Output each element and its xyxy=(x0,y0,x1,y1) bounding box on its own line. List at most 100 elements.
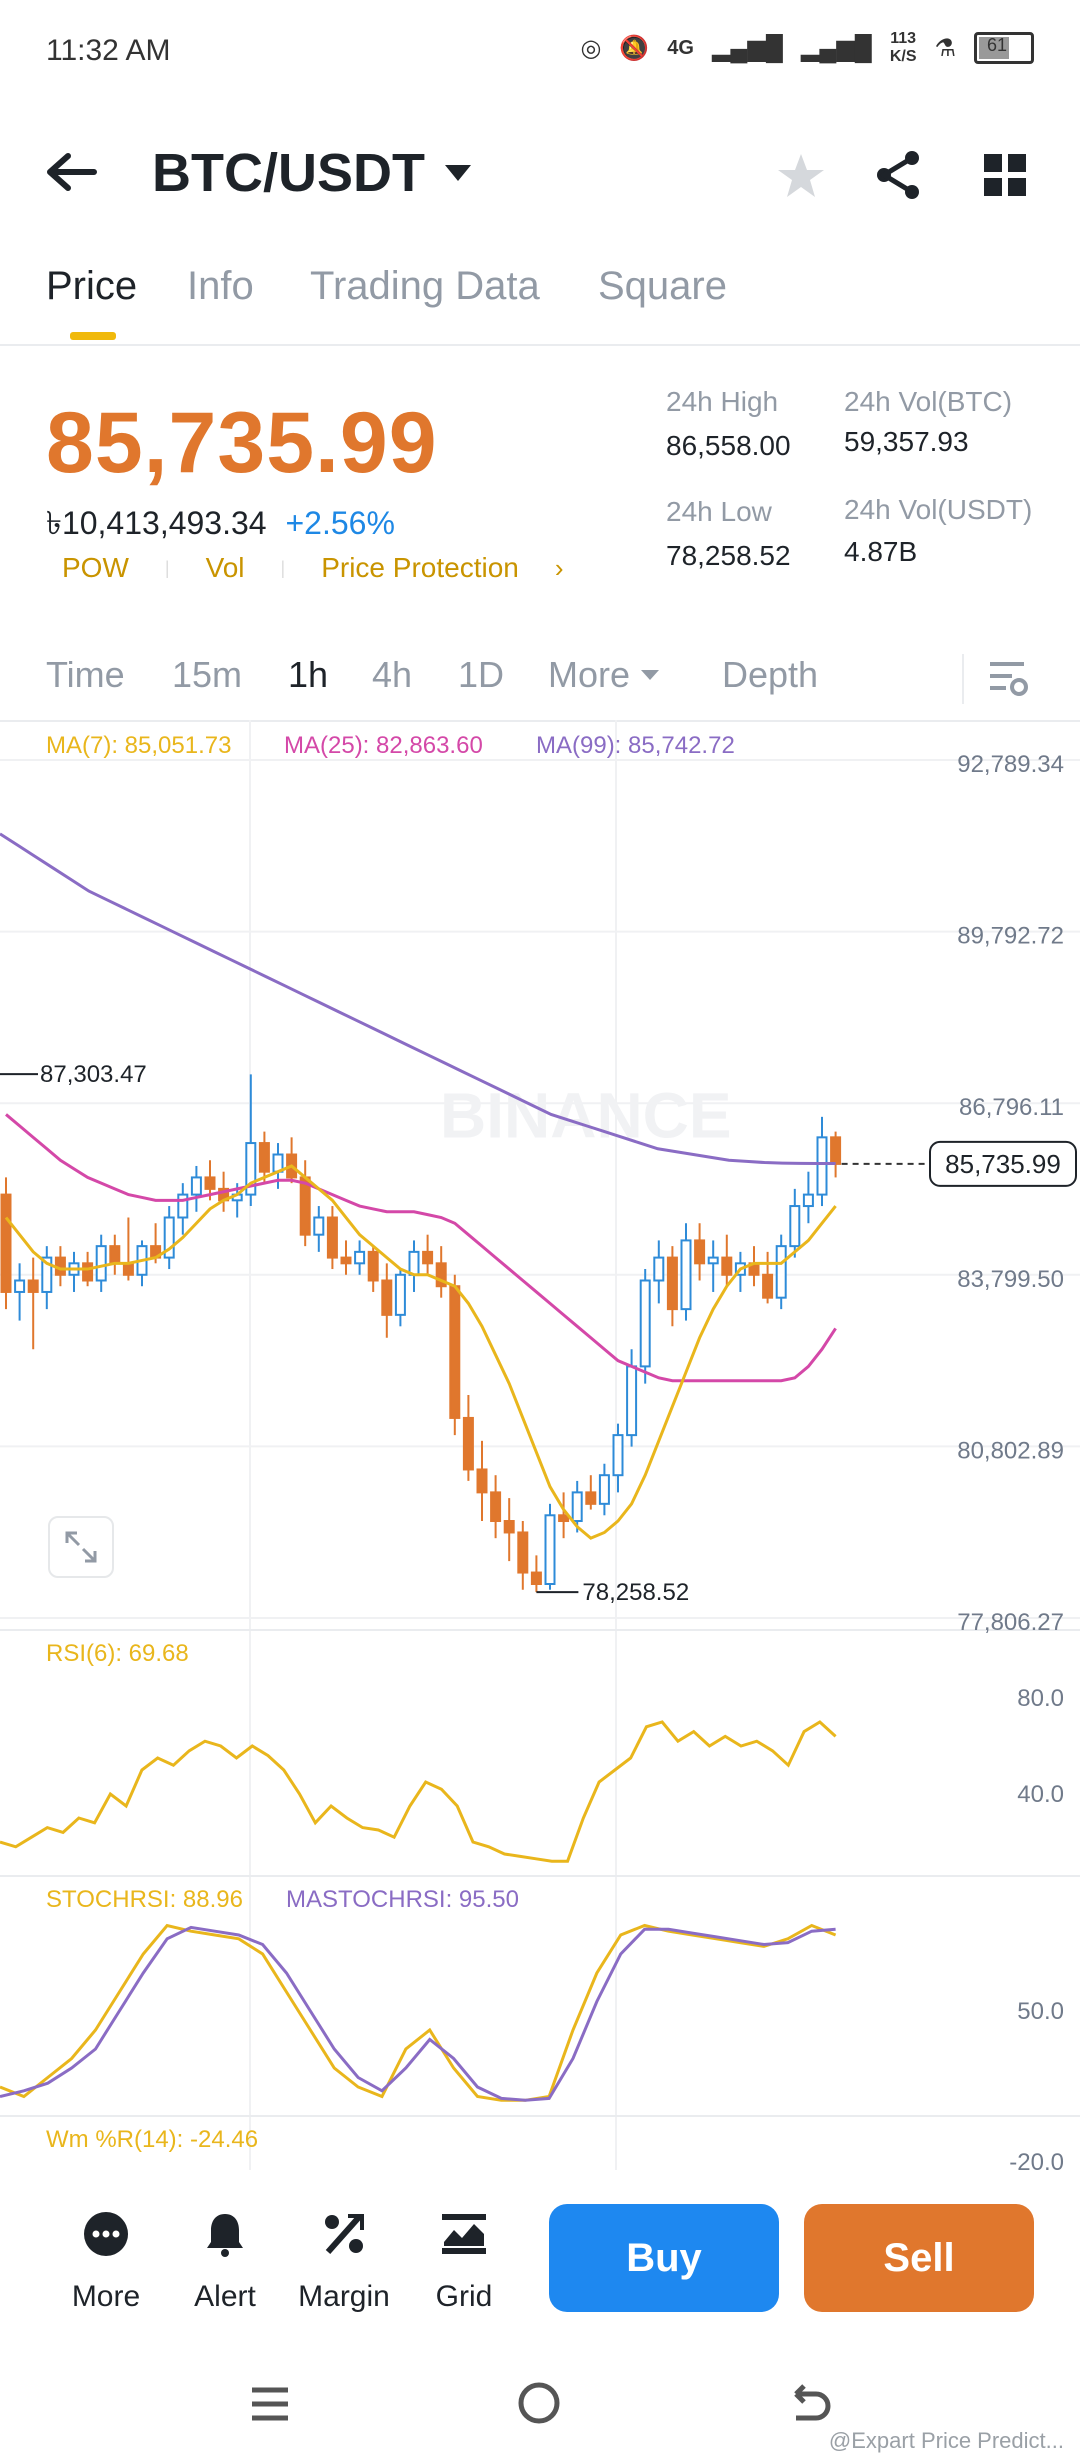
header: BTC/USDT xyxy=(0,110,1080,240)
candle-body xyxy=(0,1193,12,1293)
pair-selector[interactable]: BTC/USDT xyxy=(152,142,473,204)
tab-square[interactable]: Square xyxy=(598,264,727,308)
interval-time[interactable]: Time xyxy=(46,654,125,695)
tag-pow[interactable]: POW xyxy=(62,552,129,583)
candle-body xyxy=(585,1491,597,1505)
candle-body xyxy=(190,1176,202,1196)
expand-icon xyxy=(65,1531,97,1563)
rsi-tick-label: 80.0 xyxy=(1017,1685,1064,1712)
pair-name: BTC/USDT xyxy=(152,143,425,203)
net-speed: 113 K/S xyxy=(890,30,917,66)
flask-icon: ⚗ xyxy=(934,34,956,62)
grid-button[interactable]: Grid xyxy=(414,2210,514,2314)
candle-body xyxy=(245,1142,257,1196)
mastochrsi-label: MASTOCHRSI: 95.50 xyxy=(286,1886,519,1913)
more-button[interactable]: More xyxy=(56,2210,156,2314)
candle-body xyxy=(27,1279,39,1293)
y-tick-label: 80,802.89 xyxy=(957,1437,1064,1464)
interval-depth[interactable]: Depth xyxy=(722,654,819,695)
tag-divider: | xyxy=(164,557,170,578)
high-marker-label: 87,303.47 xyxy=(40,1061,147,1088)
interval-more[interactable]: More xyxy=(548,654,660,696)
caret-down-icon xyxy=(444,165,471,181)
vol-usdt-label: 24h Vol(USDT) xyxy=(844,494,1033,525)
sell-button[interactable]: Sell xyxy=(804,2204,1034,2312)
vol-btc-value: 59,357.93 xyxy=(844,426,969,457)
mastochrsi-line xyxy=(0,1925,836,2102)
grid-bot-icon xyxy=(442,2214,486,2254)
interval-4h[interactable]: 4h xyxy=(372,654,413,695)
candle-body xyxy=(680,1239,692,1311)
candle-body xyxy=(721,1256,733,1276)
y-tick-label: 86,796.11 xyxy=(959,1094,1064,1121)
ma7-label: MA(7): 85,051.73 xyxy=(46,732,232,759)
tab-trading-data[interactable]: Trading Data xyxy=(310,264,540,308)
fiat-price: ৳10,413,493.34 xyxy=(46,505,267,541)
chart-settings-icon[interactable] xyxy=(988,660,1028,698)
share-icon[interactable] xyxy=(874,150,924,200)
y-tick-label: 92,789.34 xyxy=(957,751,1064,778)
alert-button[interactable]: Alert xyxy=(175,2210,275,2314)
margin-label: Margin xyxy=(298,2280,390,2313)
candle-body xyxy=(177,1193,189,1219)
candle-body xyxy=(558,1514,570,1523)
fiat-price-row: ৳10,413,493.34 +2.56% xyxy=(46,498,395,552)
candle-body xyxy=(476,1468,488,1494)
back-icon[interactable] xyxy=(786,2380,832,2426)
ma99-label: MA(99): 85,742.72 xyxy=(536,732,735,759)
status-icons: ◎ 🔕 4G ▂▄▆█ ▂▄▆█ 113 K/S ⚗ 61 xyxy=(580,30,1034,66)
high-value: 86,558.00 xyxy=(666,430,791,461)
rsi-label: RSI(6): 69.68 xyxy=(46,1640,189,1667)
candle-body xyxy=(313,1216,325,1236)
tag-row: POW | Vol | Price Protection › xyxy=(62,552,564,584)
candle-body xyxy=(830,1136,842,1165)
buy-button[interactable]: Buy xyxy=(549,2204,779,2312)
chart-watermark: BINANCE xyxy=(440,1079,732,1151)
low-label: 24h Low xyxy=(666,496,772,527)
expand-chart-button[interactable] xyxy=(48,1516,114,1578)
watermark-text: @Expart Price Predict... xyxy=(828,2428,1064,2453)
tab-price[interactable]: Price xyxy=(46,264,138,308)
candle-body xyxy=(639,1279,651,1368)
candle-body xyxy=(449,1285,461,1419)
candlestick-chart[interactable]: 92,789.34 89,792.72 86,796.11 83,799.50 80,8… xyxy=(0,720,1080,2176)
candle-body xyxy=(626,1365,638,1437)
rsi-line xyxy=(0,1720,837,1863)
status-time: 11:32 AM xyxy=(46,34,171,67)
interval-15m[interactable]: 15m xyxy=(172,654,243,695)
candle-body xyxy=(816,1136,828,1196)
candle-body xyxy=(571,1491,583,1523)
tag-price-protection[interactable]: Price Protection xyxy=(321,552,519,583)
candle-body xyxy=(109,1245,121,1265)
candle-body xyxy=(503,1520,515,1534)
recent-apps-icon[interactable] xyxy=(248,2382,292,2426)
bell-icon xyxy=(207,2214,243,2257)
interval-1h[interactable]: 1h xyxy=(288,654,329,695)
vol-usdt-value: 4.87B xyxy=(844,536,918,567)
wmr-tick-label: -20.0 xyxy=(1009,2149,1064,2170)
current-price-tag xyxy=(929,1140,1077,1187)
percent-icon xyxy=(325,2214,364,2254)
low-marker-label: 78,258.52 xyxy=(582,1579,689,1606)
interval-bar: Time 15m 1h 4h 1D More Depth xyxy=(0,640,1080,722)
alert-label: Alert xyxy=(194,2280,256,2313)
grid-menu-icon[interactable] xyxy=(984,154,1026,196)
tab-info[interactable]: Info xyxy=(187,264,254,308)
tag-vol[interactable]: Vol xyxy=(205,552,245,583)
candle-body xyxy=(122,1262,134,1276)
margin-button[interactable]: Margin xyxy=(294,2210,394,2314)
interval-1d[interactable]: 1D xyxy=(458,654,505,695)
wmr-label: Wm %R(14): -24.46 xyxy=(46,2126,259,2153)
high-label: 24h High xyxy=(666,386,779,417)
candle-body xyxy=(82,1262,94,1282)
home-icon[interactable] xyxy=(516,2380,562,2426)
candle-body xyxy=(462,1416,474,1471)
ma25-line xyxy=(5,1113,837,1383)
chart-area[interactable]: 92,789.34 89,792.72 86,796.11 83,799.50 80,8… xyxy=(0,720,1080,2176)
candle-body xyxy=(95,1245,107,1282)
candle-body xyxy=(408,1250,420,1276)
status-bar: 11:32 AM ◎ 🔕 4G ▂▄▆█ ▂▄▆█ 113 K/S ⚗ 61 xyxy=(0,0,1080,100)
back-arrow-icon[interactable] xyxy=(46,152,98,192)
star-icon[interactable] xyxy=(776,152,826,200)
price-summary: 85,735.99 ৳10,413,493.34 +2.56% POW | Vo… xyxy=(0,360,1080,610)
